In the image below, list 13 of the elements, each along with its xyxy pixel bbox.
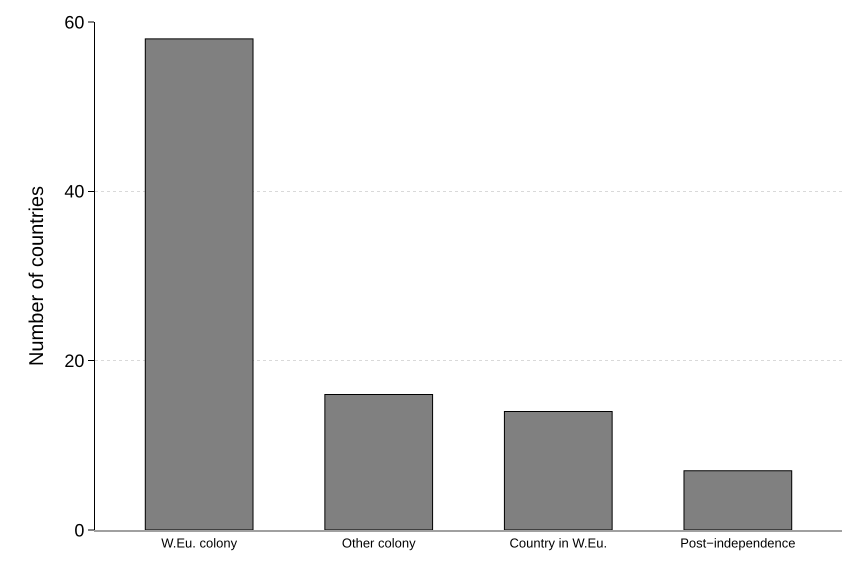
y-tick-label: 0 [74, 520, 84, 540]
y-tick-label: 60 [64, 12, 84, 32]
x-tick-label: W.Eu. colony [161, 536, 238, 551]
y-tick-label: 40 [64, 182, 84, 202]
bar [504, 410, 613, 530]
bar [683, 470, 792, 530]
bar [144, 38, 254, 530]
x-tick-label: Other colony [342, 536, 416, 551]
bar [324, 394, 434, 530]
y-axis-title: Number of countries [26, 186, 48, 366]
y-tick-label: 20 [64, 350, 84, 371]
x-tick-label: Country in W.Eu. [510, 536, 608, 551]
x-tick-label: Post−independence [680, 536, 796, 551]
